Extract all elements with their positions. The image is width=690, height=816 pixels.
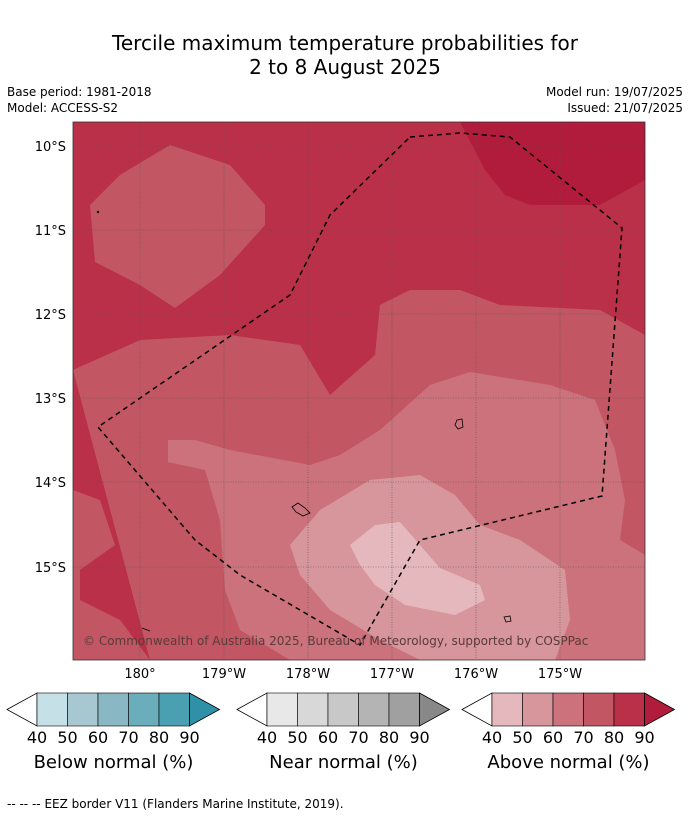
lon-label: 177°W <box>370 667 414 682</box>
colorbar-group: 40 50 60 70 80 90 40 50 60 70 80 90 40 50 60 70 80 90 <box>6 692 676 747</box>
lon-label: 178°W <box>286 667 330 682</box>
colorbar-tick-label: 60 <box>543 728 563 747</box>
grid-lines <box>73 122 645 660</box>
colorbar-tick-label: 50 <box>57 728 77 747</box>
colorbar-below: 40 50 60 70 80 90 <box>6 692 221 747</box>
island-west-tip <box>141 627 151 632</box>
colorbar-tick-label: 40 <box>482 728 502 747</box>
copyright-notice: © Commonwealth of Australia 2025, Bureau… <box>83 634 588 648</box>
model-run: Model run: 19/07/2025 <box>545 85 683 99</box>
issued-date: Issued: 21/07/2025 <box>567 101 683 115</box>
colorbar-under-triangle <box>461 692 493 727</box>
colorbar-segment <box>388 692 420 727</box>
colorbar-tick-label: 90 <box>409 728 429 747</box>
colorbar-segment <box>97 692 129 727</box>
colorbar-segment <box>297 692 329 727</box>
probability-field <box>73 122 645 660</box>
lon-label: 180° <box>124 667 155 682</box>
lat-label: 13°S <box>35 392 66 407</box>
colorbar-tick-label: 50 <box>512 728 532 747</box>
eez-legend-text: EEZ border V11 (Flanders Marine Institut… <box>44 797 344 811</box>
eez-legend-symbol: -- -- -- <box>7 797 41 811</box>
colorbar-tick-label: 90 <box>179 728 199 747</box>
colorbar-over-triangle <box>189 692 221 727</box>
colorbar-segment <box>491 692 523 727</box>
colorbar-segment <box>552 692 584 727</box>
band-90 <box>460 122 645 205</box>
colorbar-title-below: Below normal (%) <box>33 752 194 773</box>
colorbar-tick-label: 80 <box>149 728 169 747</box>
lon-label: 176°W <box>454 667 498 682</box>
colorbar-under-triangle <box>6 692 38 727</box>
lat-label: 10°S <box>35 140 66 155</box>
base-period: Base period: 1981-2018 <box>7 85 152 99</box>
colorbar-tick-label: 90 <box>634 728 654 747</box>
colorbar-over-triangle <box>419 692 451 727</box>
islet <box>96 210 100 214</box>
lat-label: 12°S <box>35 308 66 323</box>
band-40 <box>350 522 485 615</box>
colorbar-segment <box>67 692 99 727</box>
lat-label: 11°S <box>35 224 66 239</box>
colorbar-segment <box>128 692 160 727</box>
island-middle <box>291 502 311 517</box>
lat-label: 15°S <box>35 561 66 576</box>
colorbar-tick-label: 40 <box>257 728 277 747</box>
lat-label: 14°S <box>35 476 66 491</box>
island-lower <box>503 615 512 623</box>
colorbar-under-triangle <box>236 692 268 727</box>
colorbar-above: 40 50 60 70 80 90 <box>461 692 676 747</box>
island-upper <box>454 418 464 430</box>
colorbar-title-above: Above normal (%) <box>487 752 650 773</box>
colorbar-segment <box>613 692 645 727</box>
colorbar-tick-label: 50 <box>287 728 307 747</box>
colorbar-segment <box>266 692 298 727</box>
probability-map: 10°S 11°S 12°S 13°S 14°S 15°S 180° 179°W… <box>6 121 676 747</box>
lon-label: 179°W <box>202 667 246 682</box>
model-name: Model: ACCESS-S2 <box>7 101 119 115</box>
colorbar-tick-label: 70 <box>573 728 593 747</box>
colorbar-segment <box>583 692 615 727</box>
eez-legend: -- -- -- EEZ border V11 (Flanders Marine… <box>7 797 344 811</box>
band-70-upper <box>90 145 265 308</box>
colorbar-segment <box>158 692 190 727</box>
islands <box>96 210 512 632</box>
colorbar-near: 40 50 60 70 80 90 <box>236 692 451 747</box>
colorbar-segment <box>36 692 68 727</box>
colorbar-tick-label: 80 <box>604 728 624 747</box>
colorbar-tick-label: 60 <box>88 728 108 747</box>
colorbar-over-triangle <box>644 692 676 727</box>
colorbar-segment <box>358 692 390 727</box>
colorbar-segment <box>327 692 359 727</box>
colorbar-segment <box>522 692 554 727</box>
colorbar-tick-label: 70 <box>348 728 368 747</box>
lon-label: 175°W <box>538 667 582 682</box>
colorbar-tick-label: 70 <box>118 728 138 747</box>
colorbar-tick-label: 60 <box>318 728 338 747</box>
colorbar-title-near: Near normal (%) <box>269 752 418 773</box>
colorbar-tick-label: 80 <box>379 728 399 747</box>
map-frame <box>72 121 646 661</box>
map-title-line2: 2 to 8 August 2025 <box>249 55 441 79</box>
map-title-line1: Tercile maximum temperature probabilitie… <box>112 31 578 55</box>
colorbar-tick-label: 40 <box>27 728 47 747</box>
eez-border <box>96 132 623 647</box>
